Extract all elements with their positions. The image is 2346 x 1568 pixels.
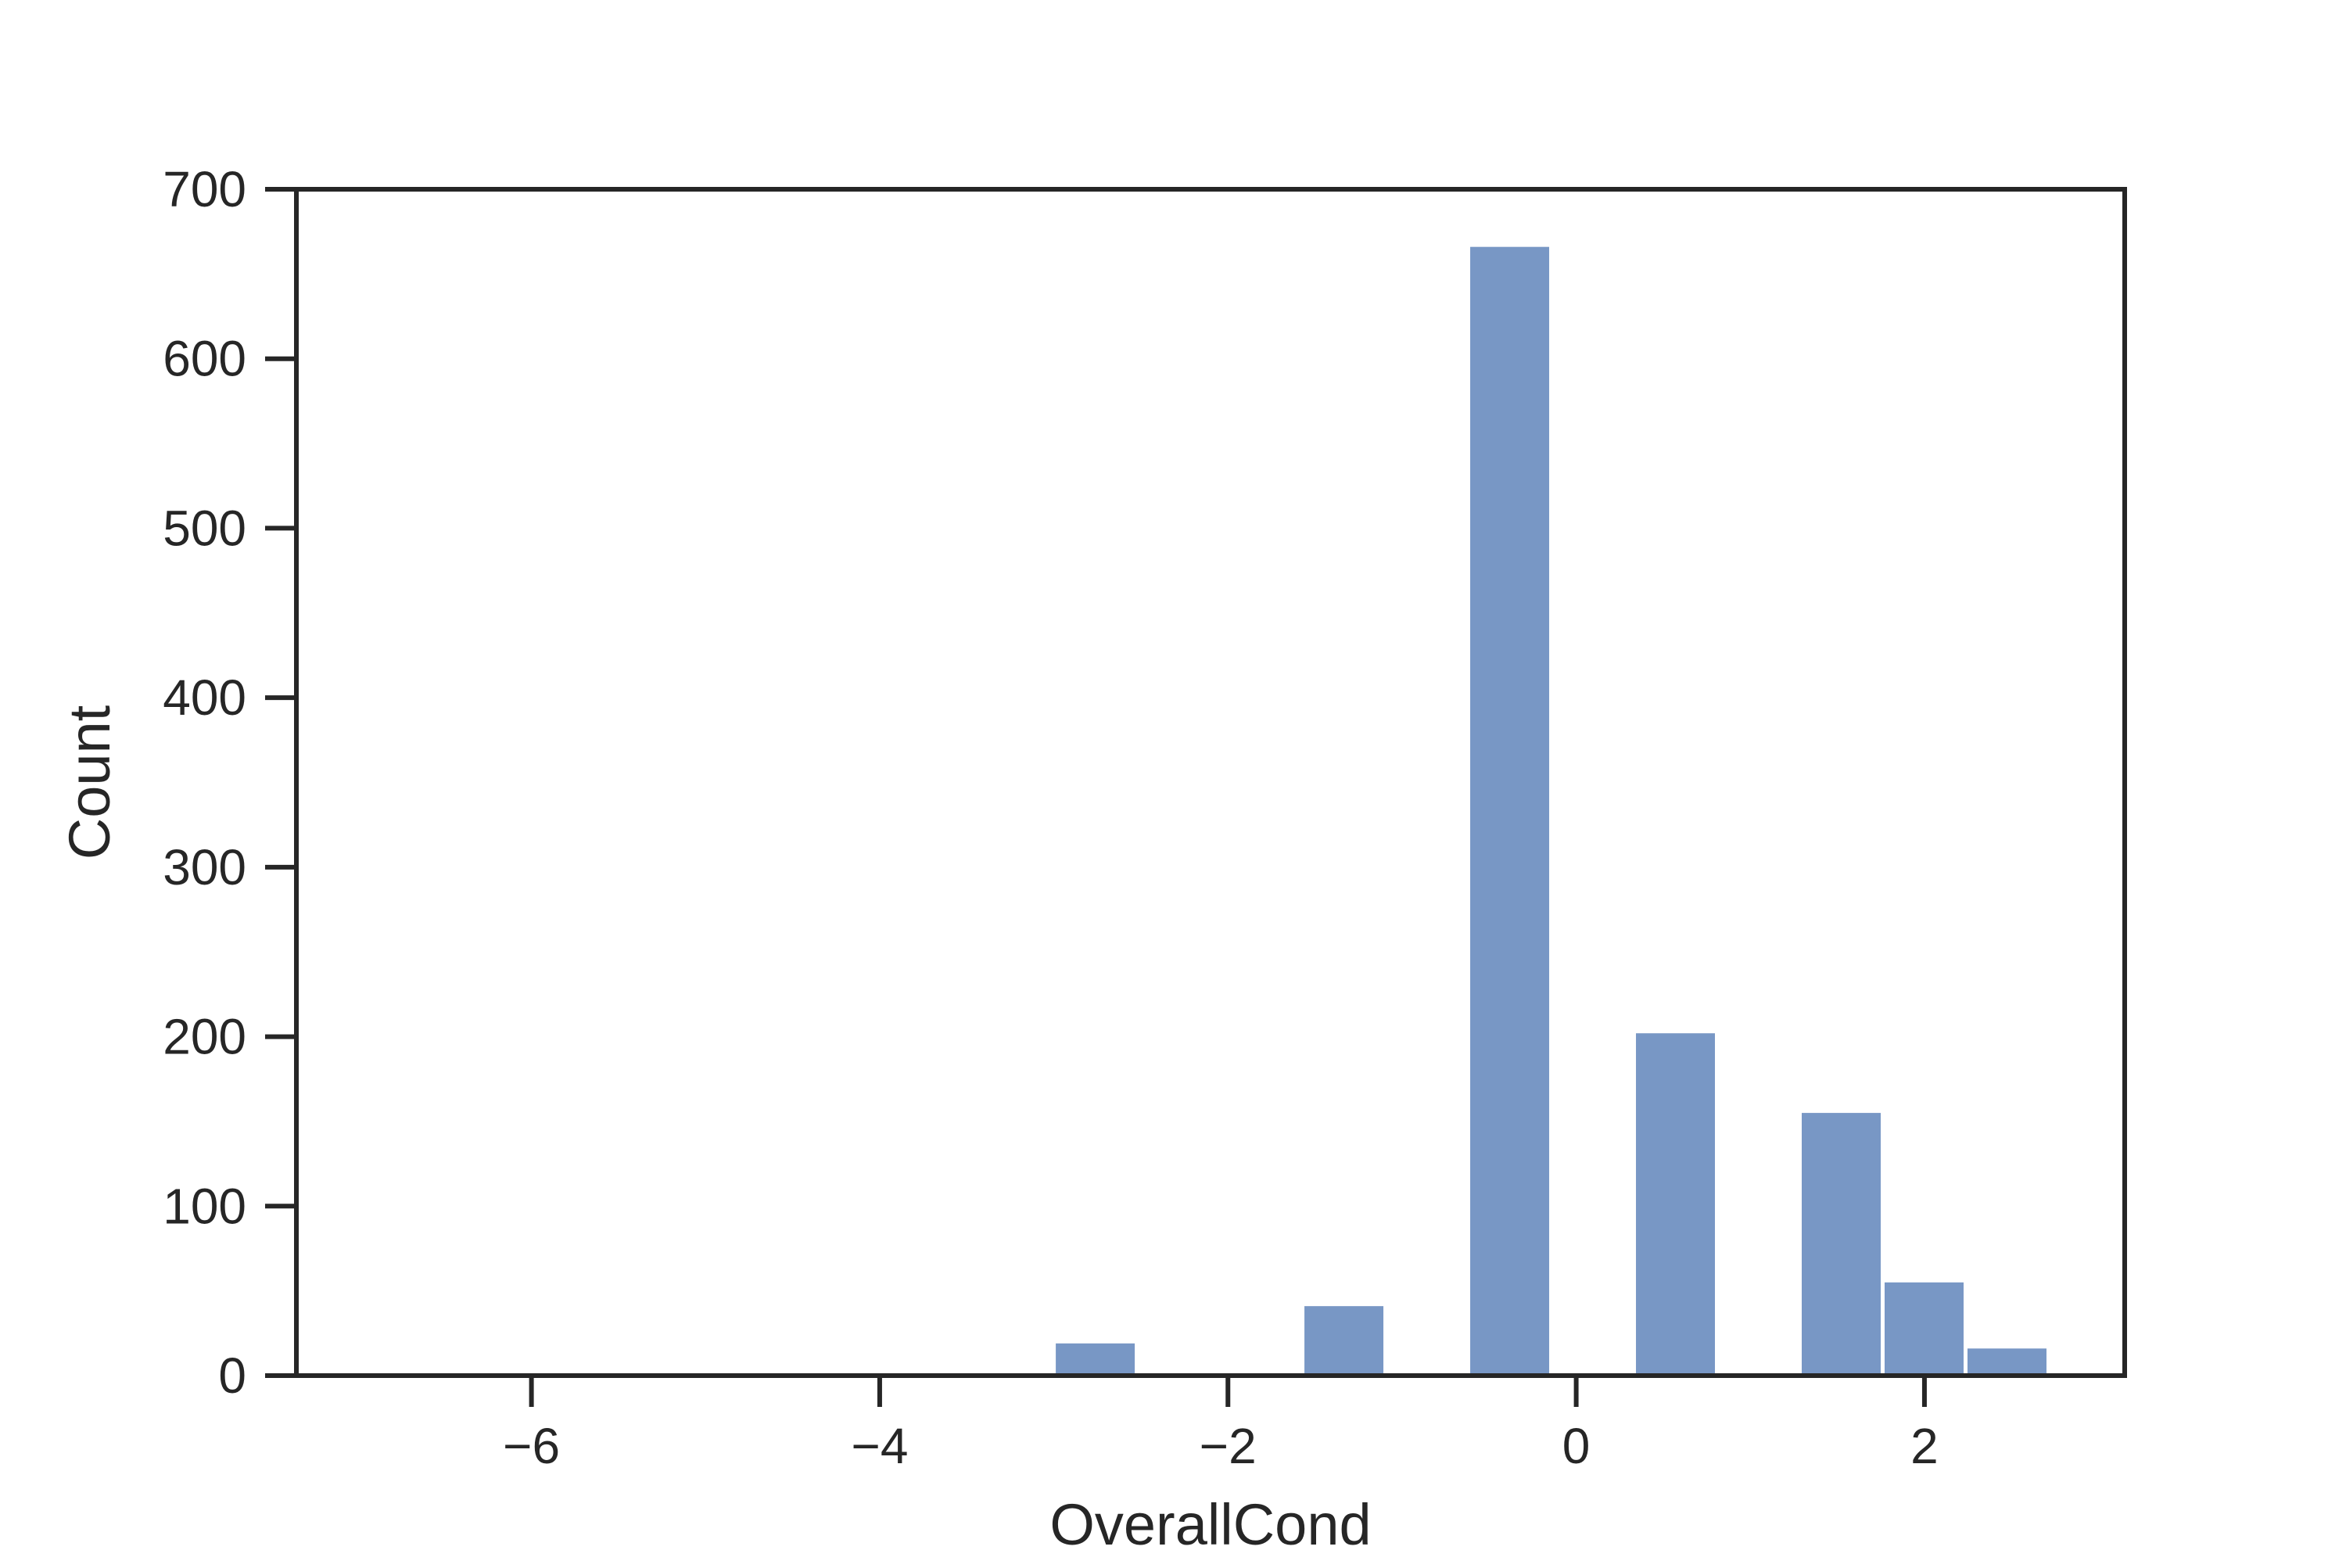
histogram-bar: [1636, 1033, 1716, 1376]
y-tick-label: 0: [218, 1347, 246, 1404]
bars-group: [1056, 246, 2046, 1376]
y-axis-label: Count: [57, 705, 122, 859]
histogram-bar: [1470, 246, 1550, 1376]
plot-frame: [294, 187, 2127, 1378]
x-tick-label: −6: [503, 1418, 560, 1474]
x-tick-label: 0: [1562, 1418, 1591, 1474]
y-tick-label: 300: [163, 839, 246, 895]
histogram-bar: [1056, 1343, 1135, 1376]
x-axis-label: OverallCond: [1049, 1492, 1371, 1557]
x-tick-label: −2: [1200, 1418, 1257, 1474]
x-axis: −6 −4 −2 0 2: [503, 1376, 1939, 1474]
histogram-bar: [1304, 1306, 1384, 1376]
y-tick-label: 600: [163, 331, 246, 387]
x-tick-label: −4: [851, 1418, 908, 1474]
histogram-bar: [1802, 1113, 1881, 1376]
histogram-bar: [1884, 1282, 1964, 1376]
histogram-bar: [1967, 1348, 2046, 1376]
y-tick-label: 200: [163, 1009, 246, 1065]
y-tick-label: 500: [163, 500, 246, 556]
y-tick-label: 100: [163, 1178, 246, 1234]
y-tick-label: 700: [163, 161, 246, 217]
x-tick-label: 2: [1910, 1418, 1939, 1474]
y-axis: 0 100 200 300 400 500 600 700: [163, 161, 296, 1404]
y-tick-label: 400: [163, 669, 246, 726]
